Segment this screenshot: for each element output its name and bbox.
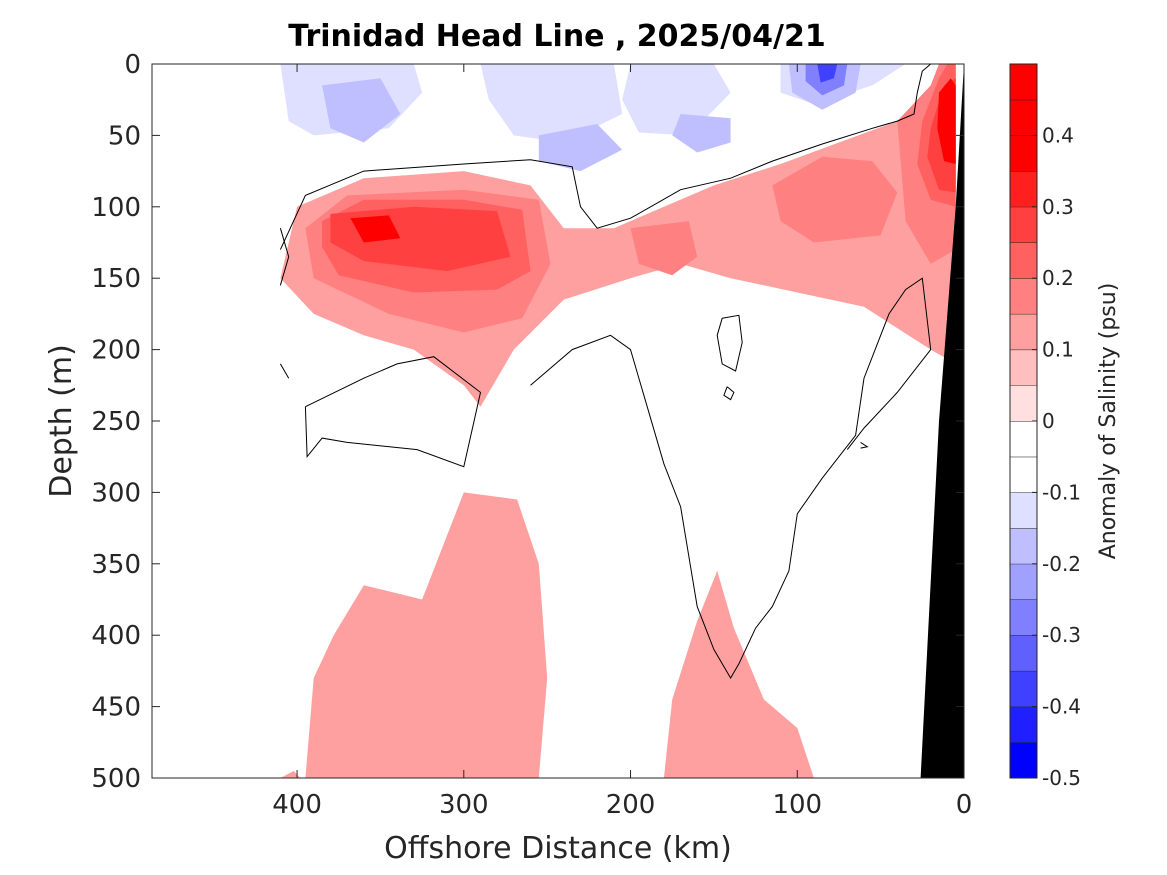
chart-title: Trinidad Head Line , 2025/04/21 xyxy=(288,19,825,54)
y-tick-label: 150 xyxy=(91,264,141,294)
colorbar-swatch xyxy=(1010,670,1037,707)
zero-contour-3 xyxy=(304,356,482,468)
colorbar-swatch xyxy=(1010,599,1037,636)
colorbar-label: Anomaly of Salinity (psu) xyxy=(1096,283,1121,560)
y-tick-label: 450 xyxy=(91,693,141,723)
salinity-region-6 xyxy=(538,124,623,172)
salinity-region-5 xyxy=(322,78,401,143)
salinity-region-24 xyxy=(663,570,814,778)
colorbar-tick-label: -0.4 xyxy=(1042,695,1081,719)
zero-contour-lines xyxy=(279,64,932,679)
colorbar-swatch xyxy=(1010,135,1037,172)
y-tick-label: 0 xyxy=(124,50,141,80)
colorbar-tick-label: -0.2 xyxy=(1042,552,1081,576)
colorbar-swatch xyxy=(1010,742,1037,778)
y-axis-ticks: 0 50 100 150 200 250 300 350 400 450 500 xyxy=(91,50,964,794)
colorbar-tick-label: -0.3 xyxy=(1042,623,1081,647)
colorbar-swatch xyxy=(1010,528,1037,564)
colorbar-tick-label: -0.5 xyxy=(1042,766,1081,790)
x-tick-label: 0 xyxy=(956,790,973,820)
colorbar-tick-label: 0.1 xyxy=(1042,338,1074,362)
colorbar-tick-label: -0.1 xyxy=(1042,480,1081,504)
zero-contour-7 xyxy=(860,441,869,449)
zero-contour-1 xyxy=(279,64,932,250)
colorbar-tick-label: 0.4 xyxy=(1042,123,1074,147)
y-tick-label: 100 xyxy=(91,193,141,223)
colorbar xyxy=(1010,63,1037,778)
salinity-region-2 xyxy=(480,64,623,143)
colorbar-swatch xyxy=(1010,492,1037,529)
colorbar-tick-label: 0 xyxy=(1042,409,1055,433)
colorbar-swatch xyxy=(1010,349,1037,386)
y-tick-label: 500 xyxy=(91,764,141,794)
x-axis-ticks: 400 300 200 100 0 xyxy=(272,64,972,820)
salinity-region-22 xyxy=(937,78,956,164)
salinity-region-10 xyxy=(817,64,838,83)
zero-contour-2 xyxy=(279,363,290,379)
y-tick-label: 200 xyxy=(91,336,141,366)
seafloor-bathymetry xyxy=(920,64,964,778)
x-tick-label: 200 xyxy=(606,790,656,820)
zero-contour-0 xyxy=(279,228,290,286)
x-tick-label: 300 xyxy=(439,790,489,820)
salinity-region-11 xyxy=(388,402,423,421)
colorbar-tick-label: 0.3 xyxy=(1042,195,1074,219)
colorbar-swatch xyxy=(1010,171,1037,207)
y-tick-label: 50 xyxy=(108,121,141,151)
y-tick-label: 250 xyxy=(91,407,141,437)
colorbar-ticks: -0.5 -0.4 -0.3 -0.2 -0.1 0 0.1 0.2 0.3 0.4 xyxy=(1032,123,1081,790)
colorbar-swatch xyxy=(1010,313,1037,350)
salinity-region-25 xyxy=(280,770,301,778)
salinity-region-7 xyxy=(672,114,731,153)
filled-contours xyxy=(280,64,956,778)
colorbar-swatch xyxy=(1010,563,1037,600)
x-tick-label: 400 xyxy=(272,790,322,820)
colorbar-tick-label: 0.2 xyxy=(1042,266,1074,290)
x-axis-label: Offshore Distance (km) xyxy=(384,831,732,866)
y-tick-label: 350 xyxy=(91,550,141,580)
salinity-region-14 xyxy=(630,221,698,276)
salinity-region-15 xyxy=(772,156,898,243)
colorbar-swatch xyxy=(1010,385,1037,421)
colorbar-swatch xyxy=(1010,242,1037,279)
salinity-region-23 xyxy=(305,492,548,778)
zero-contour-6 xyxy=(723,386,735,401)
zero-contour-5 xyxy=(716,314,743,372)
x-tick-label: 100 xyxy=(772,790,822,820)
salinity-region-21 xyxy=(350,215,401,243)
y-axis-label: Depth (m) xyxy=(44,344,79,498)
colorbar-swatch xyxy=(1010,635,1037,671)
colorbar-swatch xyxy=(1010,421,1037,457)
colorbar-swatch xyxy=(1010,278,1037,314)
colorbar-swatch xyxy=(1010,99,1037,136)
colorbar-swatch xyxy=(1010,706,1037,743)
zero-contour-4 xyxy=(530,277,932,679)
colorbar-swatch xyxy=(1010,206,1037,243)
y-tick-label: 400 xyxy=(91,621,141,651)
y-tick-label: 300 xyxy=(91,478,141,508)
seafloor-mask xyxy=(920,64,964,778)
colorbar-swatch xyxy=(1010,64,1037,100)
colorbar-swatch xyxy=(1010,456,1037,493)
